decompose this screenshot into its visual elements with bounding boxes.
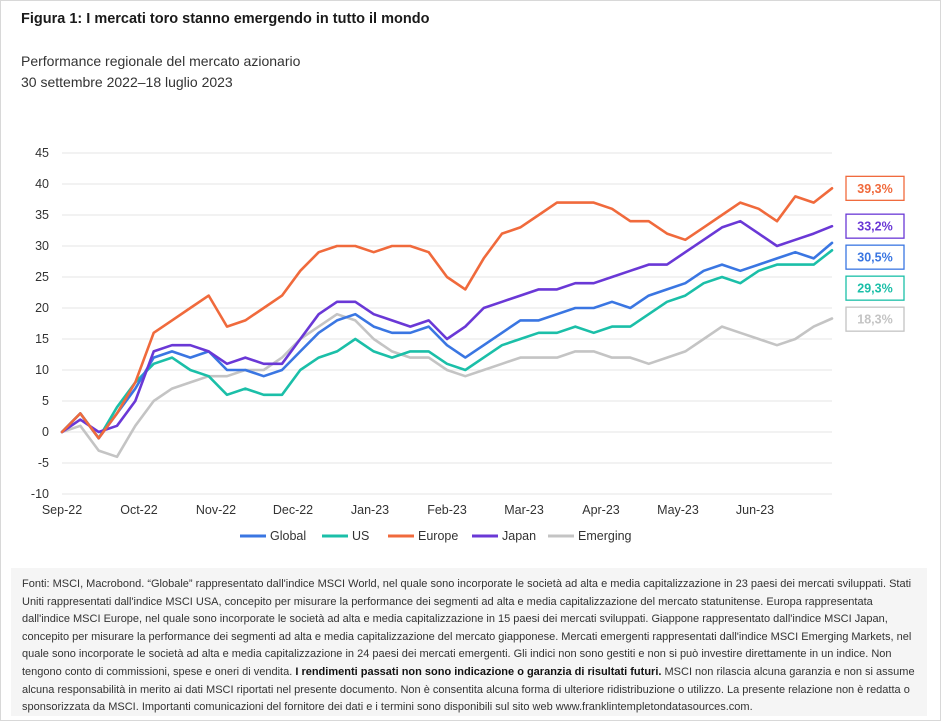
- x-tick-label: Feb-23: [427, 503, 467, 517]
- series-lines: [60, 186, 834, 459]
- end-label-text: 33,2%: [857, 220, 892, 234]
- end-label-us: 29,3%: [845, 275, 905, 301]
- end-label-box: [845, 275, 905, 301]
- footnote-text-1: Fonti: MSCI, Macrobond. “Globale” rappre…: [22, 578, 912, 678]
- legend-label: US: [352, 529, 369, 543]
- x-tick-label: Mar-23: [504, 503, 544, 517]
- legend-item-japan: Japan: [472, 529, 536, 543]
- y-tick-label: 20: [35, 301, 49, 315]
- end-label-global: 30,5%: [845, 244, 905, 270]
- end-label-box: [845, 244, 905, 270]
- legend-item-emerging: Emerging: [548, 529, 632, 543]
- x-tick-label: Jan-23: [351, 503, 389, 517]
- y-tick-label: 40: [35, 177, 49, 191]
- y-tick-label: 30: [35, 239, 49, 253]
- y-tick-label: 45: [35, 146, 49, 160]
- x-tick-label: Apr-23: [582, 503, 620, 517]
- series-line-global: [60, 241, 834, 440]
- y-tick-label: -10: [31, 487, 49, 501]
- x-tick-label: Jun-23: [736, 503, 774, 517]
- x-tick-label: Nov-22: [196, 503, 236, 517]
- end-label-text: 18,3%: [857, 313, 892, 327]
- series-line-us: [60, 249, 834, 440]
- x-tick-label: Dec-22: [273, 503, 313, 517]
- figure-subtitle: Performance regionale del mercato aziona…: [21, 51, 300, 93]
- end-label-europe: 39,3%: [845, 175, 905, 201]
- legend-label: Global: [270, 529, 306, 543]
- y-tick-label: 5: [42, 394, 49, 408]
- series-line-emerging: [60, 312, 834, 459]
- y-tick-label: 10: [35, 363, 49, 377]
- figure-title: Figura 1: I mercati toro stanno emergend…: [21, 11, 430, 27]
- x-tick-label: Sep-22: [42, 503, 82, 517]
- end-label-text: 30,5%: [857, 251, 892, 265]
- footnote-box: Fonti: MSCI, Macrobond. “Globale” rappre…: [11, 568, 927, 716]
- x-tick-label: Oct-22: [120, 503, 158, 517]
- series-line-europe: [60, 186, 834, 440]
- end-label-box: [845, 306, 905, 332]
- end-label-box: [845, 213, 905, 239]
- y-axis-ticks: 45 40 35 30 25 20 15 10 5 0 -5 -10: [31, 146, 49, 501]
- x-axis-ticks: Sep-22 Oct-22 Nov-22 Dec-22 Jan-23 Feb-23 Mar-…: [42, 503, 774, 517]
- y-tick-label: 15: [35, 332, 49, 346]
- legend-item-us: US: [322, 529, 369, 543]
- y-tick-label: -5: [38, 456, 49, 470]
- legend-label: Europe: [418, 529, 458, 543]
- legend: Global US Europe Japan Emerging: [240, 529, 632, 543]
- end-labels: 39,3% 33,2% 30,5% 29,3% 18,3%: [845, 175, 905, 332]
- grid-lines: [62, 152, 832, 495]
- end-label-text: 29,3%: [857, 282, 892, 296]
- y-tick-label: 25: [35, 270, 49, 284]
- subtitle-line-1: Performance regionale del mercato aziona…: [21, 53, 301, 69]
- end-label-box: [845, 175, 905, 201]
- footnote-text-2: MSCI non rilascia alcuna garanzia e non …: [22, 665, 915, 714]
- footnote: Fonti: MSCI, Macrobond. “Globale” rappre…: [22, 576, 922, 717]
- legend-item-europe: Europe: [388, 529, 458, 543]
- legend-label: Japan: [502, 529, 536, 543]
- y-tick-label: 35: [35, 208, 49, 222]
- y-tick-label: 0: [42, 425, 49, 439]
- x-tick-label: May-23: [657, 503, 699, 517]
- end-label-emerging: 18,3%: [845, 306, 905, 332]
- end-label-text: 39,3%: [857, 182, 892, 196]
- series-line-japan: [60, 219, 834, 434]
- footnote-disclaimer-bold: I rendimenti passati non sono indicazion…: [295, 665, 662, 678]
- subtitle-line-2: 30 settembre 2022–18 luglio 2023: [21, 74, 233, 90]
- line-chart: 45 40 35 30 25 20 15 10 5 0 -5 -10 Sep-22 Oct-22 Nov-…: [31, 146, 905, 543]
- legend-label: Emerging: [578, 529, 632, 543]
- legend-item-global: Global: [240, 529, 306, 543]
- end-label-japan: 33,2%: [845, 213, 905, 239]
